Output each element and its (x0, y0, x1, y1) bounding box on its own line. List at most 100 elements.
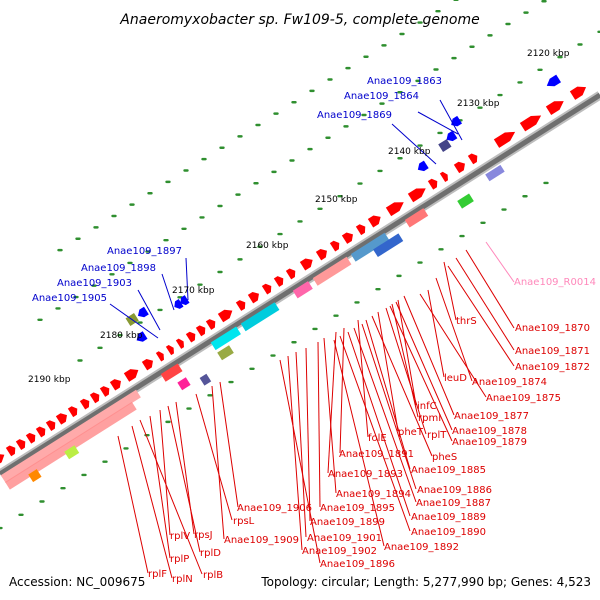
forward-gene-arrow (205, 319, 216, 330)
red-leader-line (403, 295, 455, 416)
red-leader-line (117, 435, 149, 574)
forward-gene-arrow (141, 358, 153, 371)
scale-tick-label: 2140 kbp (388, 147, 431, 157)
forward-gene-arrow (299, 258, 313, 271)
red-leader-line (295, 351, 307, 538)
forward-gene-arrow (247, 291, 259, 304)
red-leader-line (159, 409, 171, 536)
forward-gene-arrow (185, 331, 196, 343)
red-gene-label: Anae109_1874 (472, 377, 547, 388)
inner-gene-block (485, 164, 505, 182)
inner-gene-block (373, 233, 404, 258)
forward-gene-arrow (45, 420, 56, 432)
red-leader-line (149, 415, 171, 559)
inner-gene-block (160, 363, 183, 382)
red-leader-line (131, 425, 173, 579)
forward-gene-arrow (519, 115, 542, 132)
forward-gene-arrow (67, 406, 78, 418)
red-leader-line (219, 381, 239, 508)
red-gene-label: leuD (444, 373, 467, 384)
forward-gene-arrow (545, 101, 564, 116)
reverse-gene-arrow (451, 115, 463, 127)
inner-gene-block (0, 389, 141, 483)
red-gene-label: rpsL (233, 516, 255, 527)
inner-gene-block (292, 281, 313, 299)
forward-gene-arrow (273, 276, 284, 287)
genome-ring (0, 91, 600, 478)
scale-tick-label: 2130 kbp (457, 99, 500, 109)
red-gene-label: Anae109_1891 (339, 449, 414, 460)
red-gene-label: Anae109_1889 (411, 512, 486, 523)
red-gene-label: pheS (432, 452, 457, 463)
reverse-gene-arrow (174, 298, 184, 309)
red-gene-label: Anae109_1893 (328, 469, 403, 480)
gene-labels: 2120 kbp 2130 kbp 2140 kbp 2150 kbp 2160 kbp… (28, 49, 596, 585)
forward-gene-arrow (427, 178, 438, 190)
blue-leader-line (109, 303, 159, 339)
red-leader-line (391, 303, 419, 418)
inner-gene-block (217, 345, 234, 361)
red-gene-label: Anae109_1878 (452, 426, 527, 437)
label-leader-lines (109, 99, 515, 579)
forward-gene-arrow (329, 240, 340, 252)
forward-gene-arrow (261, 283, 272, 295)
red-leader-line (287, 355, 303, 551)
red-gene-label: rpmI (418, 413, 441, 424)
red-leader-line (333, 339, 385, 547)
forward-gene-arrow (99, 386, 110, 397)
tick-row-outer-1 (57, 0, 459, 252)
red-gene-label: rplD (200, 548, 221, 559)
forward-gene-arrow (109, 379, 121, 391)
forward-gene-arrow (235, 300, 246, 311)
red-leader-line (455, 257, 515, 351)
forward-gene-arrow (195, 325, 206, 337)
red-gene-label: Anae109_1870 (515, 323, 590, 334)
forward-gene-arrow (453, 161, 465, 174)
forward-gene-arrow (79, 398, 90, 410)
red-gene-label: rplT (427, 430, 447, 441)
forward-gene-arrow (285, 268, 296, 280)
red-leader-line (211, 385, 225, 540)
accession-text: Accession: NC_009675 (9, 575, 145, 589)
red-leader-line (139, 419, 203, 575)
red-gene-label: Anae109_1879 (452, 437, 527, 448)
red-gene-label: rplB (203, 570, 223, 581)
red-leader-line (419, 293, 487, 398)
tick-row-inner (0, 181, 549, 530)
red-leader-line (305, 347, 311, 522)
pink-leader-line (485, 241, 515, 283)
blue-leader-line (417, 111, 459, 135)
red-gene-label: Anae109_1872 (515, 362, 590, 373)
red-gene-label: Anae109_1890 (411, 527, 486, 538)
red-leader-line (339, 327, 345, 454)
red-gene-label: Anae109_1901 (307, 533, 382, 544)
red-gene-label: Anae109_1871 (515, 346, 590, 357)
forward-gene-arrow (25, 432, 36, 444)
red-gene-label: infC (417, 401, 437, 412)
forward-gene-arrow (89, 392, 100, 404)
scale-tick-label: 2190 kbp (28, 375, 71, 385)
red-leader-line (327, 331, 337, 474)
red-leader-line (395, 301, 453, 431)
reverse-gene-arrow (137, 306, 149, 318)
forward-gene-arrow (439, 171, 448, 182)
map-title: Anaeromyxobacter sp. Fw109-5, complete g… (119, 12, 479, 28)
red-gene-label: rplV (170, 531, 190, 542)
red-leader-line (357, 319, 369, 438)
red-leader-line (339, 335, 411, 532)
red-leader-line (443, 261, 457, 321)
red-gene-label: rplF (148, 569, 167, 580)
red-gene-label: folE (368, 433, 387, 444)
red-leader-line (447, 265, 515, 367)
red-leader-line (465, 249, 515, 329)
red-leader-line (361, 323, 417, 490)
red-leader-line (389, 305, 453, 442)
forward-gene-arrow (467, 153, 478, 165)
inner-gene-block (240, 302, 280, 332)
inner-gene-block (404, 208, 429, 228)
red-gene-label: Anae109_1877 (454, 411, 529, 422)
scale-tick-label: 2120 kbp (527, 49, 570, 59)
gene-features (0, 74, 587, 490)
inner-gene-block (210, 326, 241, 351)
